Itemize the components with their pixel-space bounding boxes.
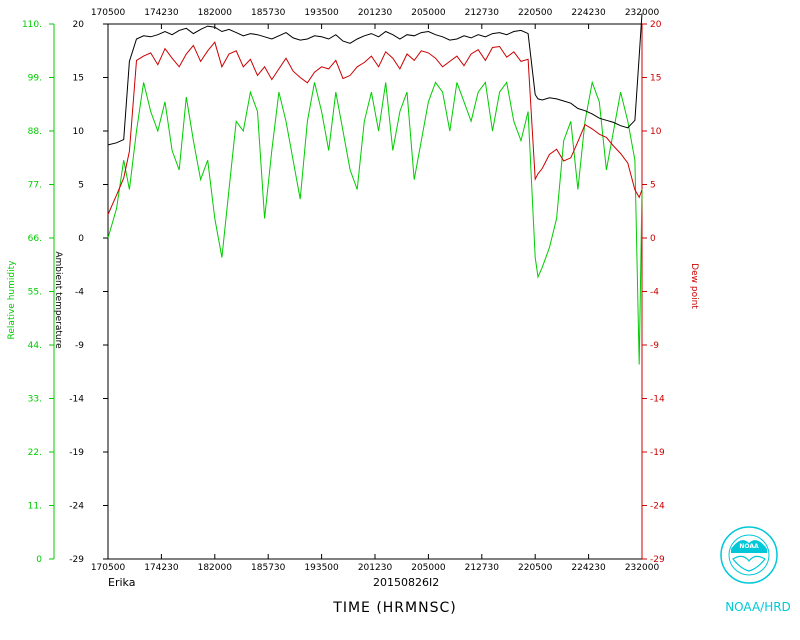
rh-axis: 0 11. 22. 33. 44. 55. 66. 77. 88. 99. 110. [22,20,55,565]
rh-tick-label: 99. [28,74,42,84]
ambient-temperature-line [107,13,643,146]
logo-acronym: NOAA [739,543,759,550]
org-label: NOAA/HRD [725,600,791,614]
date-label: 20150826I2 [373,576,439,589]
top-x-tick-label: 224230 [571,8,606,18]
temp-tick-label: 20 [73,20,85,30]
dew-tick-label: -9 [650,341,659,351]
bottom-x-tick-label: 201230 [358,563,393,573]
bottom-x-tick-label: 182000 [198,563,233,573]
temp-tick-label: 5 [78,181,84,191]
dew-tick-label: 5 [650,181,656,191]
relative-humidity-line [107,80,643,365]
rh-tick-label: 66. [28,234,42,244]
temp-tick-label: 0 [78,234,84,244]
dew-tick-label: 10 [650,127,662,137]
dew-point-line [107,41,643,215]
bottom-x-tick-label: 170500 [91,563,126,573]
dew-tick-label: 15 [650,74,661,84]
bottom-x-tick-label: 220500 [518,563,553,573]
temp-tick-label: 15 [73,74,84,84]
rh-tick-label: 77. [28,181,42,191]
rh-tick-label: 11. [28,502,42,512]
temp-tick-label: -9 [75,341,84,351]
dew-tick-label: -29 [650,555,665,565]
top-x-tick-label: 212730 [465,8,500,18]
bottom-x-axis: 170500 174230 182000 185730 193500 201230 2050… [91,554,660,573]
noaa-logo-icon: NOAA [720,526,778,584]
dew-axis-title: Dew point [689,263,699,309]
temp-axis-title: Ambient temperature [53,251,63,349]
temp-tick-label: -19 [69,448,84,458]
top-x-tick-label: 232000 [625,8,660,18]
x-axis-title: TIME (HRMNSC) [332,600,456,616]
temp-tick-label: -24 [69,502,84,512]
rh-tick-label: 33. [28,395,42,405]
temp-tick-label: -14 [69,395,84,405]
bottom-x-tick-label: 224230 [571,563,606,573]
rh-tick-label: 0 [36,555,42,565]
dew-axis: -29 -24 -19 -14 -9 -4 0 5 10 15 20 [641,20,665,565]
temp-tick-label: 10 [73,127,85,137]
dew-tick-label: -24 [650,502,665,512]
rh-tick-label: 88. [28,127,42,137]
rh-axis-title: Relative humidity [7,260,17,340]
top-x-tick-label: 220500 [518,8,553,18]
series-layer [107,13,643,365]
top-x-tick-label: 185730 [251,8,286,18]
top-x-tick-label: 193500 [304,8,339,18]
top-x-tick-label: 182000 [198,8,233,18]
rh-tick-label: 55. [28,288,42,298]
dew-tick-label: 20 [650,20,662,30]
bottom-x-tick-label: 174230 [144,563,179,573]
temp-axis: -29 -24 -19 -14 -9 -4 0 5 10 15 20 [69,20,109,565]
top-x-axis: 170500 174230 182000 185730 193500 201230 2050… [91,8,660,29]
dew-tick-label: -4 [650,288,659,298]
top-x-tick-label: 174230 [144,8,179,18]
rh-tick-label: 44. [28,341,42,351]
temp-tick-label: -29 [69,555,84,565]
top-x-tick-label: 201230 [358,8,393,18]
bottom-x-tick-label: 232000 [625,563,660,573]
plot-frame [107,23,643,560]
dew-tick-label: -19 [650,448,665,458]
rh-tick-label: 22. [28,448,42,458]
top-x-tick-label: 170500 [91,8,126,18]
dew-tick-label: -14 [650,395,665,405]
temp-tick-label: -4 [75,288,84,298]
bottom-x-tick-label: 193500 [304,563,339,573]
bottom-x-tick-label: 185730 [251,563,286,573]
rh-tick-label: 110. [22,20,42,30]
dew-tick-label: 0 [650,234,656,244]
storm-name-label: Erika [108,576,135,589]
top-x-tick-label: 205000 [411,8,446,18]
bottom-x-tick-label: 212730 [465,563,500,573]
bottom-x-tick-label: 205000 [411,563,446,573]
